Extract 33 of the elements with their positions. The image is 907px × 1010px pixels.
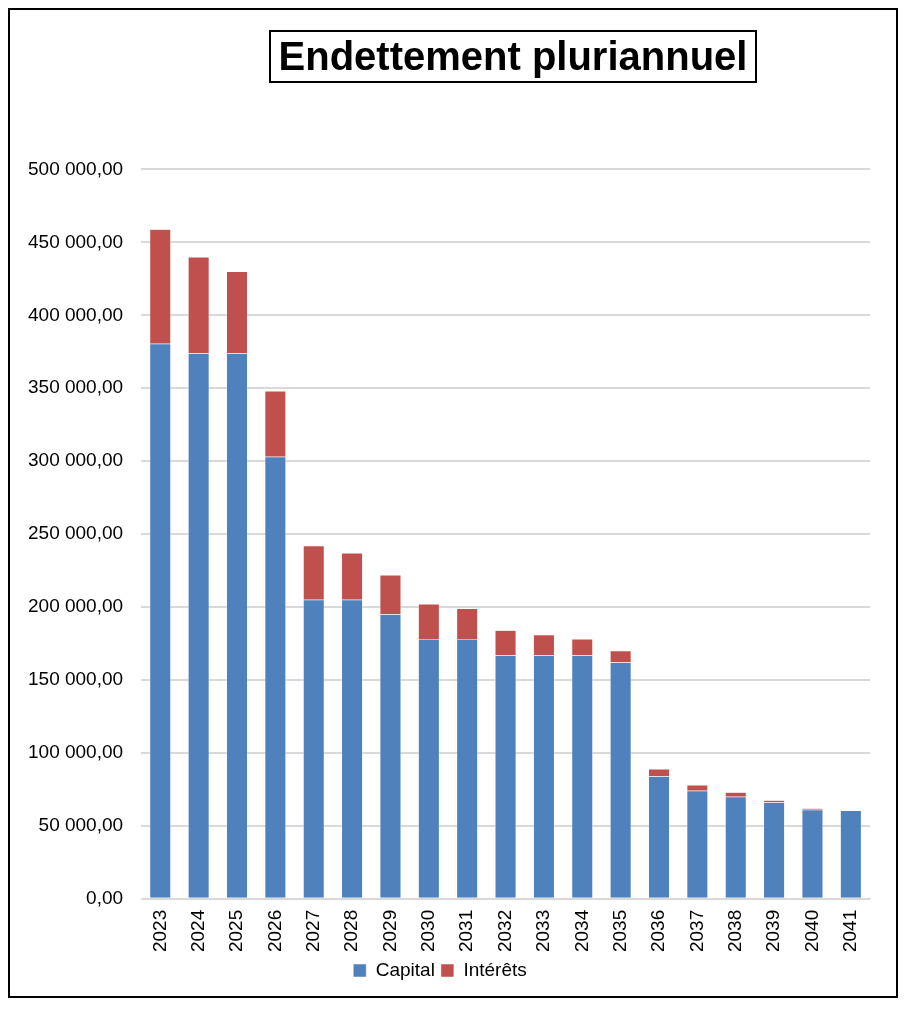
y-tick-label: 350 000,00 [28,376,124,398]
x-tick-label: 2027 [301,909,323,953]
x-tick-label: 2031 [455,909,477,953]
x-tick-label: 2025 [225,909,247,953]
y-tick-label: 400 000,00 [28,303,124,325]
y-tick-label: 300 000,00 [28,449,124,471]
x-tick-label: 2030 [417,909,439,953]
x-tick-label: 2040 [800,909,822,953]
x-tick-label: 2034 [570,909,592,953]
x-tick-label: 2038 [723,909,745,953]
x-tick-label: 2039 [762,909,784,953]
y-tick-label: 450 000,00 [28,230,124,252]
x-tick-label: 2035 [608,909,630,953]
x-tick-label: 2026 [263,909,285,953]
x-tick-label: 2032 [493,909,515,953]
legend-label: Capital [375,958,435,980]
y-tick-label: 500 000,00 [28,157,124,179]
y-tick-label: 200 000,00 [28,595,124,617]
x-tick-label: 2023 [148,909,170,953]
x-tick-label: 2029 [378,909,400,953]
legend-label: Intérêts [463,958,527,980]
x-tick-label: 2037 [685,909,707,953]
y-tick-label: 100 000,00 [28,741,124,763]
x-tick-label: 2033 [532,909,554,953]
x-tick-label: 2024 [186,909,208,953]
x-tick-label: 2041 [839,909,861,953]
y-tick-label: 150 000,00 [28,668,124,690]
y-tick-label: 50 000,00 [38,814,124,836]
x-tick-label: 2036 [647,909,669,953]
chart-title: Endettement pluriannuel [268,30,758,83]
y-tick-label: 0,00 [86,886,124,908]
y-tick-label: 250 000,00 [28,522,124,544]
x-tick-label: 2028 [340,909,362,953]
